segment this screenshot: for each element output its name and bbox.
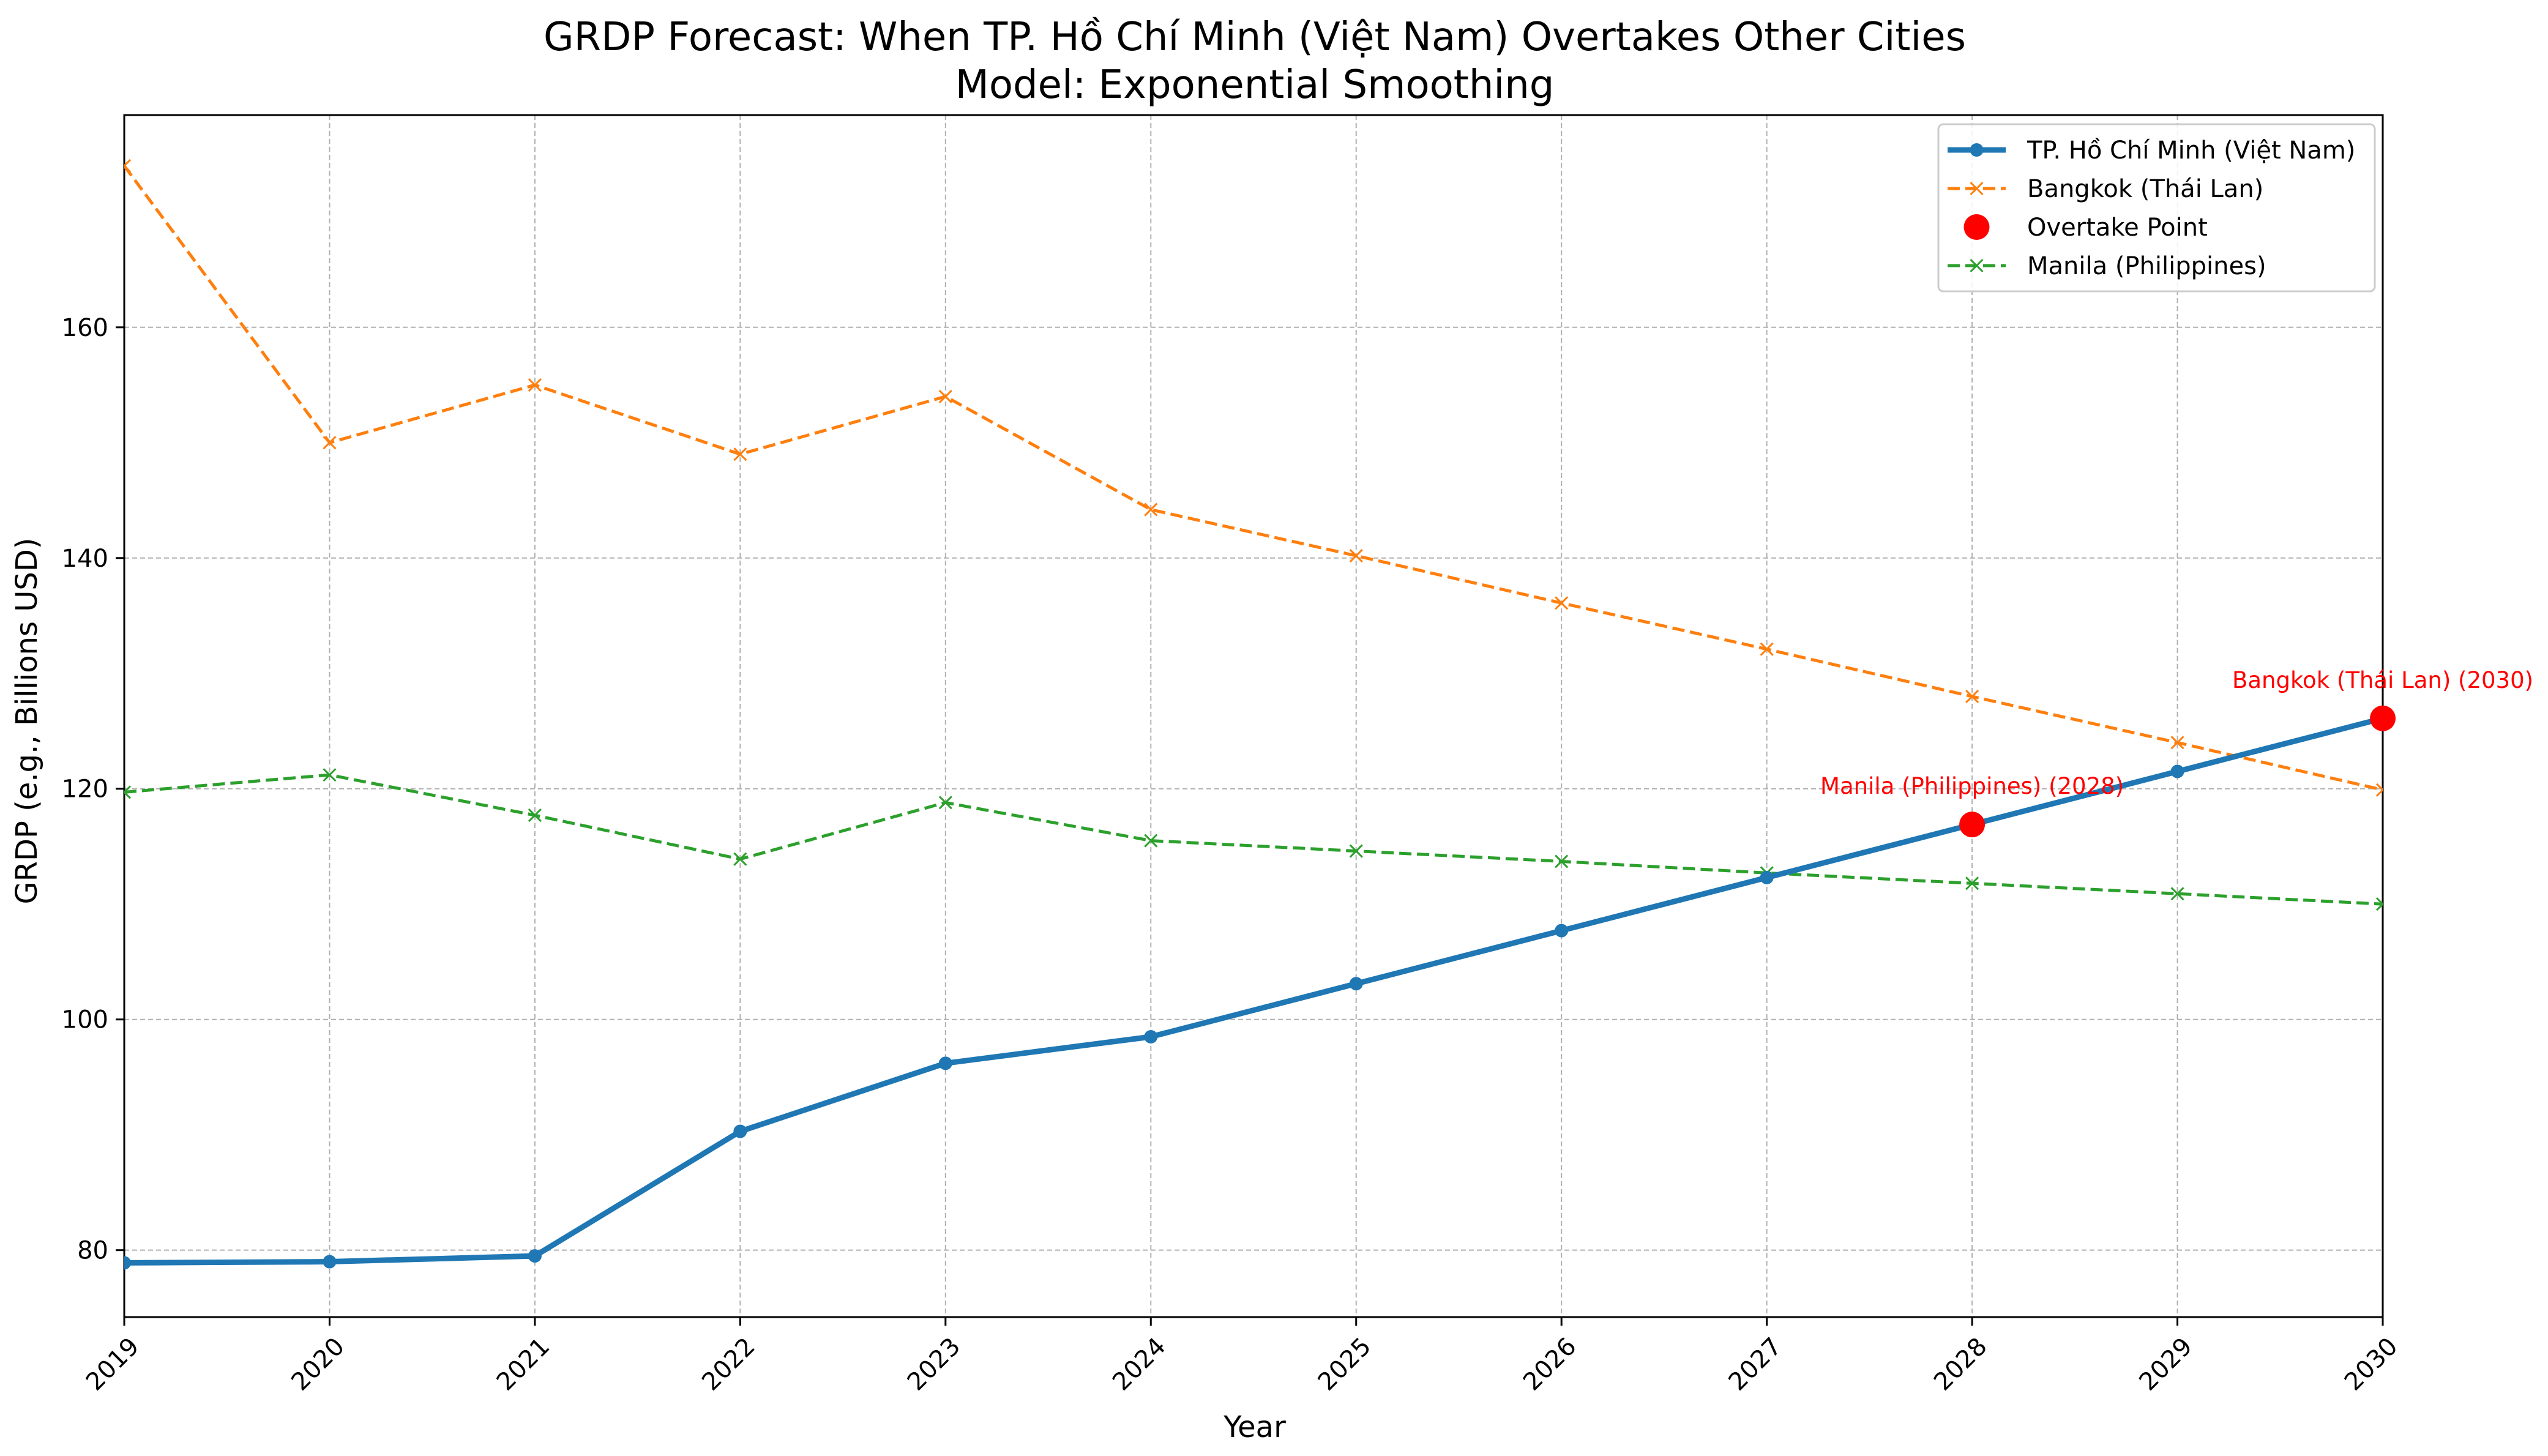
data-point — [124, 159, 132, 173]
overtake-points-group: Manila (Philippines) (2028) Bangkok (Thái… — [1820, 667, 2533, 838]
data-point — [1760, 642, 1774, 656]
series-line — [124, 715, 2383, 1266]
series-line — [124, 165, 2383, 792]
y-tick-label: 120 — [62, 775, 108, 804]
overtake-annotation: Manila (Philippines) (2028) — [1820, 773, 2124, 799]
legend-label: Bangkok (Thái Lan) — [2027, 175, 2263, 203]
data-point — [733, 852, 747, 866]
y-tick-label: 80 — [77, 1237, 108, 1265]
data-point — [1965, 876, 1979, 890]
x-axis-label: Year — [1223, 1410, 1286, 1444]
data-point — [1144, 502, 1158, 517]
overtake-point — [1959, 812, 1986, 838]
data-point — [2170, 736, 2184, 750]
data-point — [124, 1256, 131, 1270]
y-tick-label: 100 — [62, 1006, 108, 1034]
legend-swatch-marker — [1963, 214, 1990, 240]
data-point — [2170, 764, 2184, 778]
legend-label: Manila (Philippines) — [2027, 252, 2266, 280]
data-point — [323, 768, 337, 782]
data-point — [1555, 854, 1569, 868]
legend-swatch-marker — [1970, 143, 1984, 157]
overtake-annotation: Bangkok (Thái Lan) (2030) — [2232, 667, 2533, 693]
data-point — [2170, 887, 2184, 901]
legend-swatch-marker — [1970, 181, 1984, 196]
data-point — [1144, 834, 1158, 848]
data-point — [323, 436, 337, 450]
y-tick-label: 160 — [62, 314, 108, 342]
y-axis-label: GRDP (e.g., Billions USD) — [10, 537, 44, 904]
data-point — [733, 447, 747, 461]
series-line — [124, 773, 2383, 906]
data-point — [2375, 783, 2383, 797]
data-point — [1555, 596, 1569, 610]
data-point — [1349, 844, 1363, 858]
data-point — [528, 378, 542, 392]
data-point — [124, 785, 132, 799]
data-point — [1965, 689, 1979, 704]
data-point — [938, 1056, 952, 1070]
data-point — [1144, 1029, 1158, 1043]
chart-title: GRDP Forecast: When TP. Hồ Chí Minh (Việ… — [544, 15, 1966, 60]
data-point — [1555, 924, 1569, 938]
data-point — [938, 389, 952, 403]
data-point — [1349, 548, 1363, 563]
data-point — [1349, 977, 1363, 991]
series-1-group — [124, 159, 2383, 797]
legend: TP. Hồ Chí Minh (Việt Nam) Bangkok (Thái … — [1937, 123, 2376, 293]
grid-lines — [124, 115, 2383, 1317]
data-point — [528, 1249, 542, 1263]
data-point — [1760, 870, 1774, 884]
plot-area: 2019 2020 2021 2022 2023 2024 2025 2026 2027 2028… — [62, 114, 2533, 1396]
data-point — [733, 1124, 747, 1138]
data-point — [528, 808, 542, 823]
y-tick-label: 140 — [62, 545, 108, 573]
data-point — [2375, 897, 2383, 911]
legend-label: Overtake Point — [2027, 214, 2208, 242]
data-point — [323, 1255, 337, 1269]
legend-box — [1937, 123, 2376, 293]
data-point — [938, 796, 952, 810]
overtake-point — [2370, 705, 2396, 731]
legend-swatch-marker — [1970, 258, 1984, 273]
legend-label: TP. Hồ Chí Minh (Việt Nam) — [2027, 136, 2355, 165]
chart-subtitle: Model: Exponential Smoothing — [955, 62, 1555, 108]
